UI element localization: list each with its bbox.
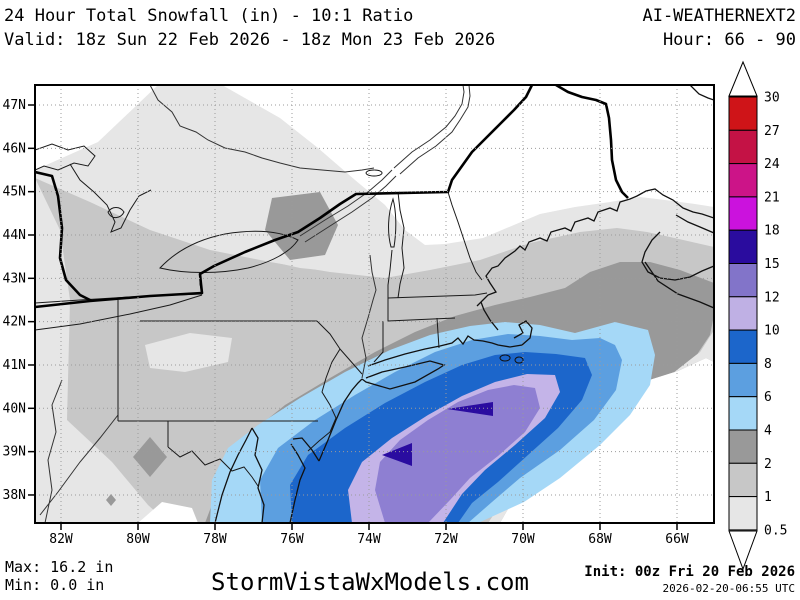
band-15in-navy-spot-1 (382, 443, 412, 466)
lat-label: 43N (3, 271, 26, 286)
colorbar-cell-6 (728, 396, 758, 431)
forecast-hour-range: Hour: 66 - 90 (662, 30, 796, 50)
lat-label: 40N (3, 401, 26, 416)
band-white-quebec-maine (222, 85, 714, 245)
lat-label: 41N (3, 358, 26, 373)
lat-label: 38N (3, 488, 26, 503)
lon-label: 72W (434, 532, 458, 547)
min-value: Min: 0.0 in (5, 576, 105, 594)
canada-border (35, 85, 629, 309)
init-time: Init: 00z Fri 20 Feb 2026 (584, 564, 795, 580)
colorbar-label: 10 (764, 324, 780, 339)
colorbar-label: 1 (764, 490, 772, 505)
lat-label: 45N (3, 185, 26, 200)
band-white-bottom-wedge (138, 502, 198, 523)
lat-label: 44N (3, 228, 26, 243)
lat-label: 39N (3, 445, 26, 460)
band-light-patch-pa (145, 333, 232, 372)
colorbar-arrow-down (728, 530, 758, 571)
band-12in-purple (375, 385, 540, 523)
colorbar-label: 2 (764, 457, 772, 472)
axis-ticks (28, 104, 678, 530)
colorbar-cell-30 (728, 96, 758, 131)
valid-range: Valid: 18z Sun 22 Feb 2026 - 18z Mon 23 … (4, 30, 496, 50)
band-dark-diamond-2 (106, 494, 116, 506)
colorbar-cell-8 (728, 362, 758, 398)
colorbar-label: 30 (764, 91, 780, 106)
colorbar-label: 15 (764, 257, 780, 272)
lon-label: 80W (126, 532, 150, 547)
watermark: StormVistaWxModels.com (211, 568, 529, 596)
longitude-labels: 82W 80W 78W 76W 74W 72W 70W 68W 66W (49, 532, 689, 547)
band-15in-navy-spot-2 (447, 402, 493, 416)
max-value: Max: 16.2 in (5, 558, 114, 576)
rivers (39, 85, 471, 523)
lat-label: 42N (3, 315, 26, 330)
colorbar-cell-27 (728, 129, 758, 165)
lon-label: 66W (665, 532, 689, 547)
state-borders (117, 191, 488, 487)
colorbar-cell-21 (728, 196, 758, 231)
colorbar-cell-15 (728, 263, 758, 298)
gridlines (35, 85, 714, 523)
lon-label: 68W (588, 532, 612, 547)
lon-label: 76W (280, 532, 304, 547)
colorbar-cell-24 (728, 163, 758, 198)
lon-label: 82W (49, 532, 73, 547)
lat-label: 47N (3, 98, 26, 113)
colorbar-cell-4 (728, 429, 758, 464)
colorbar-cell-2 (728, 462, 758, 498)
band-dark-diamond-1 (133, 437, 167, 477)
colorbar-label: 12 (764, 290, 780, 305)
init-timestamp: 2026-02-20-06:55 UTC (662, 582, 795, 595)
lon-label: 78W (203, 532, 227, 547)
colorbar-label: 27 (764, 124, 780, 139)
colorbar-cell-1 (728, 496, 758, 531)
lat-label: 46N (3, 141, 26, 156)
map-frame (34, 84, 715, 524)
lon-label: 74W (357, 532, 381, 547)
colorbar-label: 6 (764, 390, 772, 405)
colorbar-label: 4 (764, 424, 772, 439)
colorbar-cell-10 (728, 329, 758, 364)
latitude-labels: 47N 46N 45N 44N 43N 42N 41N 40N 39N 38N (3, 98, 26, 503)
lon-label: 70W (511, 532, 535, 547)
page-title: 24 Hour Total Snowfall (in) - 10:1 Ratio (4, 6, 414, 26)
colorbar-arrow-up (728, 60, 758, 97)
colorbar-label: 24 (764, 157, 780, 172)
islands (365, 169, 524, 364)
colorbar-label: 0.5 (764, 523, 787, 538)
model-name: AI-WEATHERNEXT2 (642, 6, 796, 26)
snowfall-contours (35, 85, 714, 523)
coastline (214, 85, 714, 523)
colorbar-label: 8 (764, 357, 772, 372)
colorbar-label: 21 (764, 190, 780, 205)
colorbar-label: 18 (764, 224, 780, 239)
band-dark-adirondacks (265, 192, 338, 260)
colorbar-cells (728, 96, 758, 531)
colorbar-cell-12 (728, 296, 758, 331)
colorbar-cell-18 (728, 229, 758, 264)
